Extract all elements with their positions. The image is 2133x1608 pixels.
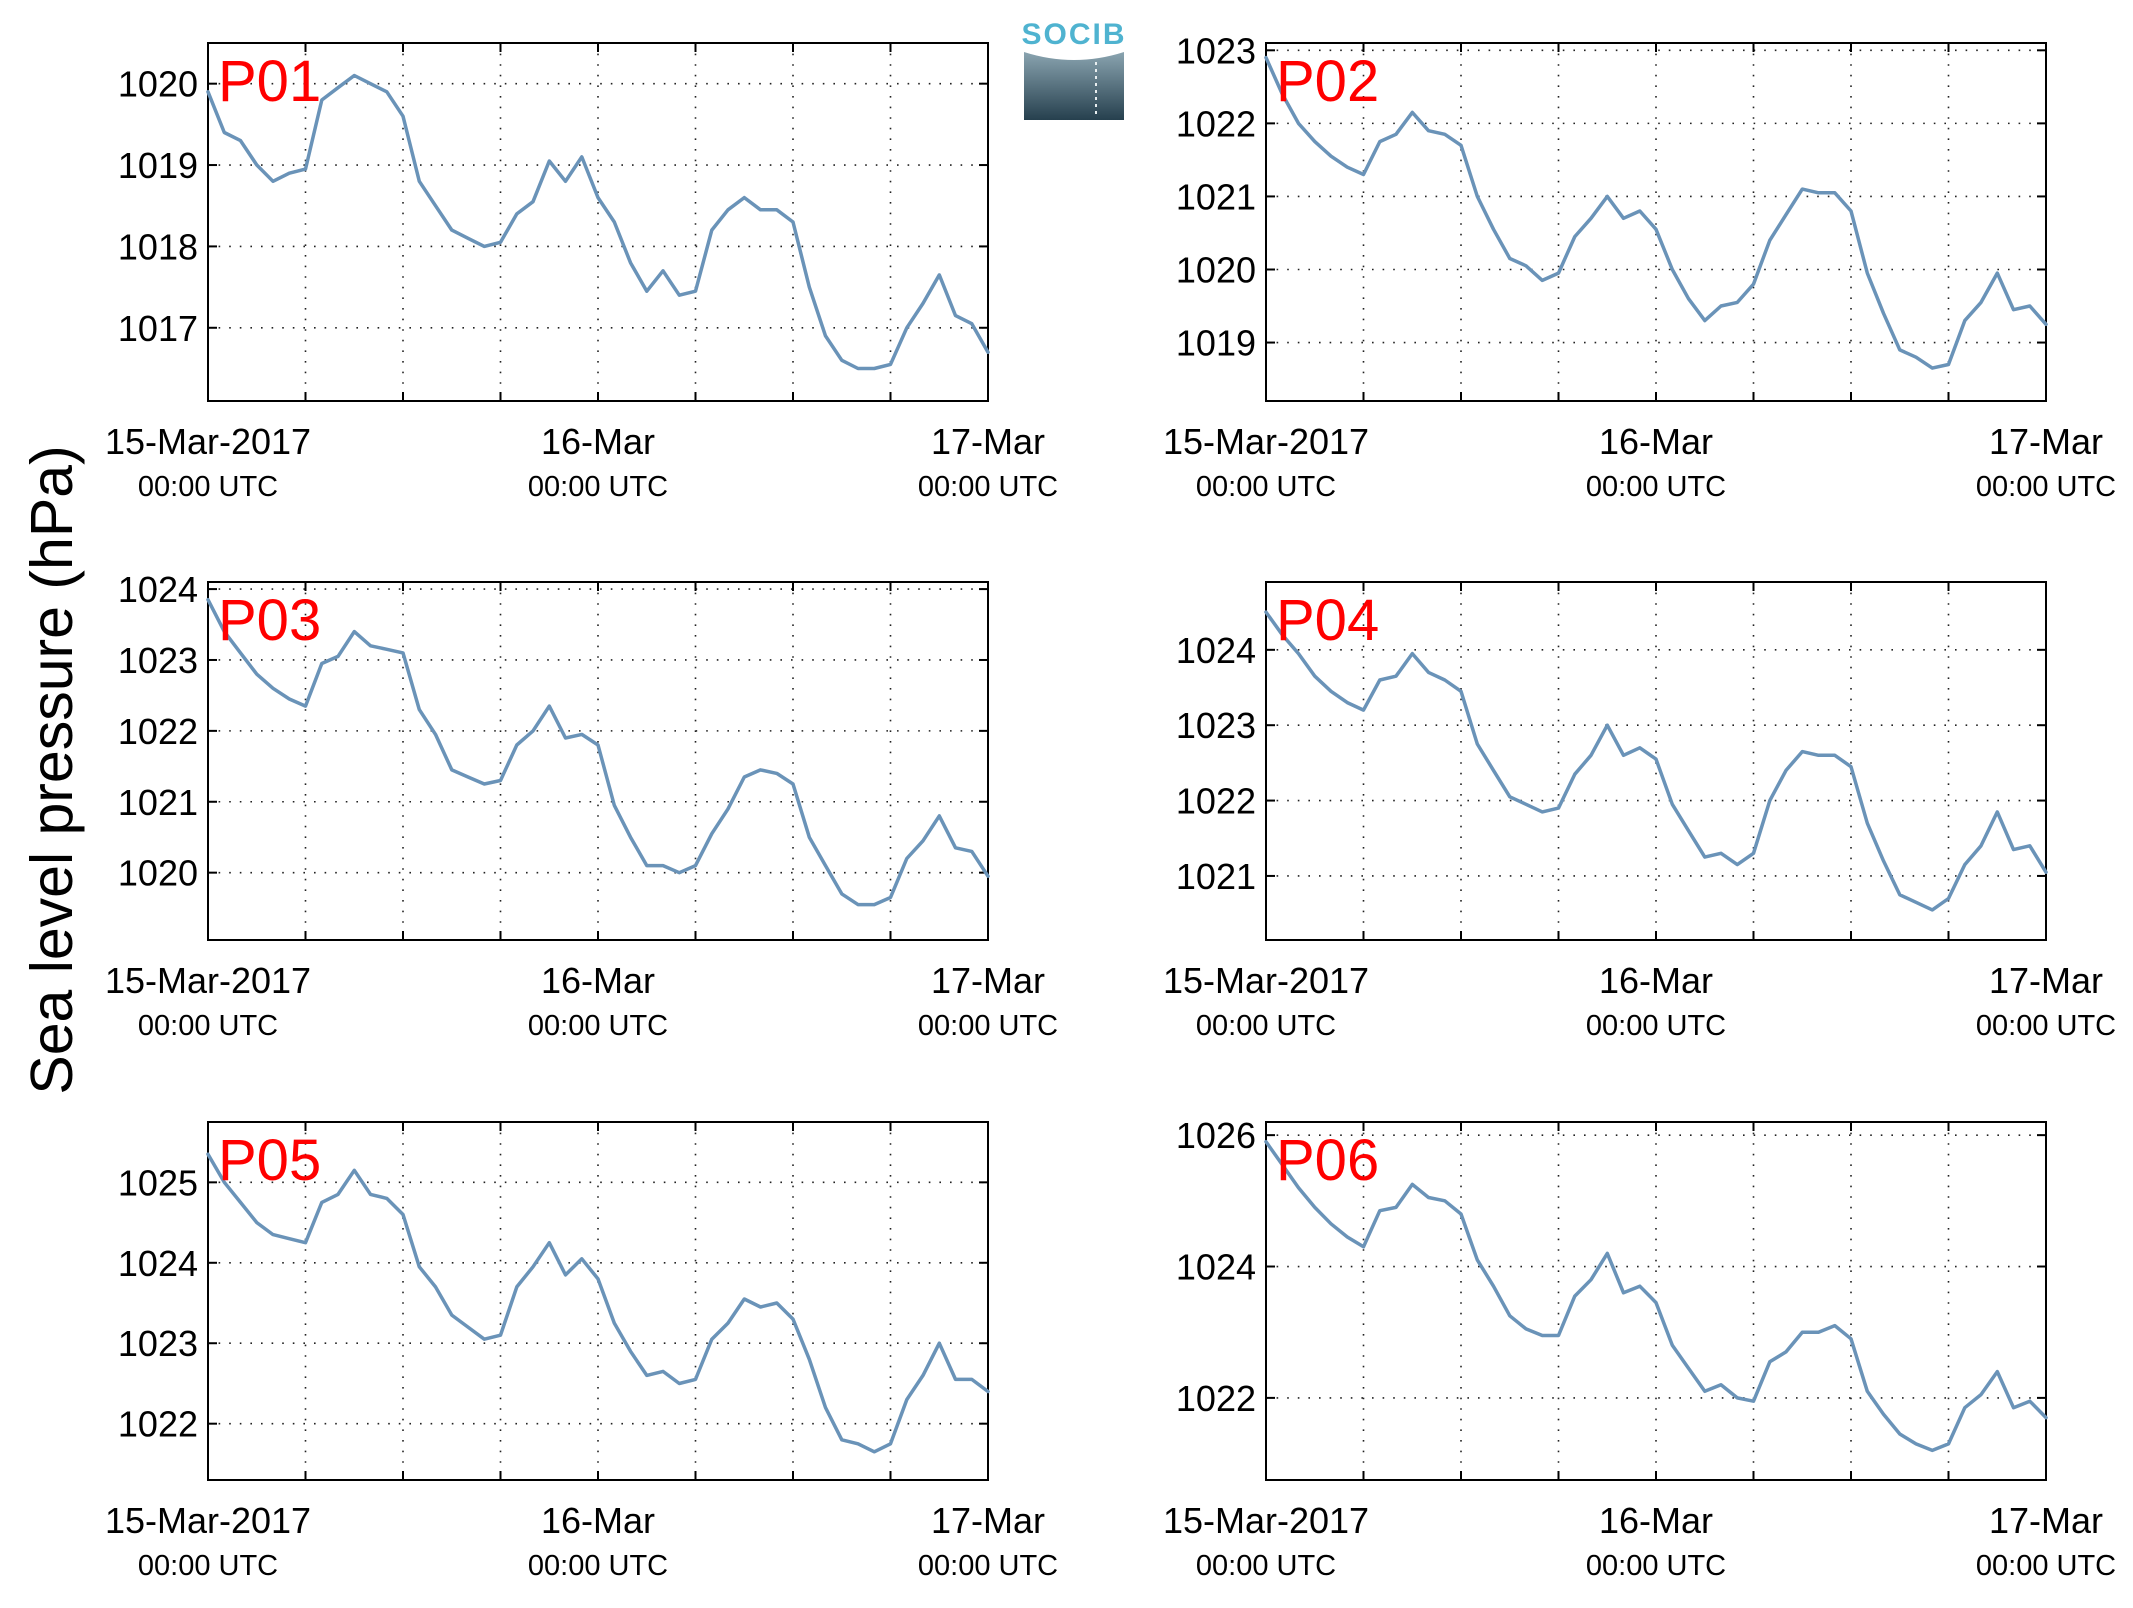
series-line-p05 <box>206 1152 990 1454</box>
x-tick-sublabel: 00:00 UTC <box>918 471 1058 503</box>
panel-p03: 1020 1021 1022 1023 1024 15-Mar-2017 00:00 UTC… <box>105 569 1058 1042</box>
y-tick-label: 1020 <box>118 853 198 894</box>
x-tick-sublabel: 00:00 UTC <box>918 1010 1058 1042</box>
panel-label: P04 <box>1276 588 1379 653</box>
x-tick-sublabel: 00:00 UTC <box>1196 1550 1336 1582</box>
series-line-p04 <box>1264 610 2048 912</box>
panel-p02: 1019 1020 1021 1022 1023 15-Mar-2017 00:00 UTC… <box>1163 30 2116 503</box>
series-line-p06 <box>1264 1139 2048 1453</box>
x-tick-label: 17-Mar <box>1989 960 2103 1001</box>
y-tick-label: 1023 <box>1176 705 1256 746</box>
y-tick-label: 1024 <box>118 1243 198 1284</box>
x-tick-label: 16-Mar <box>541 960 655 1001</box>
y-tick-label: 1022 <box>1176 103 1256 144</box>
panel-label: P01 <box>218 49 321 114</box>
y-tick-label: 1023 <box>118 640 198 681</box>
x-tick-label: 17-Mar <box>1989 421 2103 462</box>
y-tick-label: 1022 <box>118 711 198 752</box>
y-tick-label: 1025 <box>118 1162 198 1203</box>
x-tick-label: 15-Mar-2017 <box>105 421 311 462</box>
x-tick-sublabel: 00:00 UTC <box>1586 471 1726 503</box>
y-tick-label: 1023 <box>1176 30 1256 71</box>
x-tick-sublabel: 00:00 UTC <box>1196 1010 1336 1042</box>
y-tick-label: 1024 <box>118 569 198 610</box>
x-tick-label: 16-Mar <box>1599 960 1713 1001</box>
y-tick-label: 1024 <box>1176 630 1256 671</box>
y-tick-label: 1021 <box>118 782 198 823</box>
y-tick-label: 1019 <box>118 145 198 186</box>
x-tick-label: 16-Mar <box>541 421 655 462</box>
series-line-p01 <box>206 73 990 371</box>
y-tick-label: 1017 <box>118 308 198 349</box>
x-tick-label: 15-Mar-2017 <box>105 960 311 1001</box>
panel-p05: 1022 1023 1024 1025 15-Mar-2017 00:00 UTC 16-M… <box>105 1121 1058 1582</box>
panel-p06: 1022 1024 1026 15-Mar-2017 00:00 UTC 16-Mar 00… <box>1163 1115 2116 1582</box>
x-tick-sublabel: 00:00 UTC <box>138 1550 278 1582</box>
panel-p01: 1017 1018 1019 1020 15-Mar-2017 00:00 UTC 16-M… <box>105 42 1058 503</box>
y-tick-label: 1022 <box>118 1404 198 1445</box>
panel-label: P05 <box>218 1128 321 1193</box>
y-tick-label: 1021 <box>1176 176 1256 217</box>
x-tick-label: 15-Mar-2017 <box>105 1500 311 1541</box>
x-tick-sublabel: 00:00 UTC <box>138 471 278 503</box>
y-tick-label: 1018 <box>118 226 198 267</box>
y-tick-label: 1020 <box>118 64 198 105</box>
y-tick-label: 1023 <box>118 1323 198 1364</box>
panel-label: P06 <box>1276 1128 1379 1193</box>
x-tick-sublabel: 00:00 UTC <box>528 471 668 503</box>
x-tick-label: 17-Mar <box>931 421 1045 462</box>
y-tick-label: 1026 <box>1176 1115 1256 1156</box>
x-tick-label: 15-Mar-2017 <box>1163 1500 1369 1541</box>
x-tick-label: 17-Mar <box>931 960 1045 1001</box>
x-tick-sublabel: 00:00 UTC <box>1586 1010 1726 1042</box>
panel-p04: 1021 1022 1023 1024 15-Mar-2017 00:00 UTC 16-M… <box>1163 581 2116 1042</box>
series-line-p03 <box>206 597 990 907</box>
y-tick-label: 1019 <box>1176 323 1256 364</box>
x-tick-sublabel: 00:00 UTC <box>1196 471 1336 503</box>
y-tick-label: 1020 <box>1176 249 1256 290</box>
x-tick-sublabel: 00:00 UTC <box>918 1550 1058 1582</box>
x-tick-label: 15-Mar-2017 <box>1163 960 1369 1001</box>
x-tick-label: 16-Mar <box>1599 421 1713 462</box>
x-tick-label: 17-Mar <box>931 1500 1045 1541</box>
socib-logo: SOCIB <box>1021 18 1126 120</box>
panel-label: P02 <box>1276 49 1379 114</box>
x-tick-label: 17-Mar <box>1989 1500 2103 1541</box>
logo-text: SOCIB <box>1021 18 1126 51</box>
x-tick-sublabel: 00:00 UTC <box>1586 1550 1726 1582</box>
y-tick-label: 1022 <box>1176 781 1256 822</box>
series-line-p02 <box>1264 55 2048 370</box>
x-tick-sublabel: 00:00 UTC <box>1976 1010 2116 1042</box>
y-tick-label: 1021 <box>1176 856 1256 897</box>
y-tick-label: 1024 <box>1176 1247 1256 1288</box>
x-tick-label: 16-Mar <box>1599 1500 1713 1541</box>
x-tick-label: 16-Mar <box>541 1500 655 1541</box>
y-axis-label: Sea level pressure (hPa) <box>19 445 85 1094</box>
x-tick-sublabel: 00:00 UTC <box>138 1010 278 1042</box>
y-tick-label: 1022 <box>1176 1378 1256 1419</box>
x-tick-label: 15-Mar-2017 <box>1163 421 1369 462</box>
x-tick-sublabel: 00:00 UTC <box>528 1010 668 1042</box>
x-tick-sublabel: 00:00 UTC <box>1976 1550 2116 1582</box>
panel-label: P03 <box>218 588 321 653</box>
x-tick-sublabel: 00:00 UTC <box>528 1550 668 1582</box>
x-tick-sublabel: 00:00 UTC <box>1976 471 2116 503</box>
